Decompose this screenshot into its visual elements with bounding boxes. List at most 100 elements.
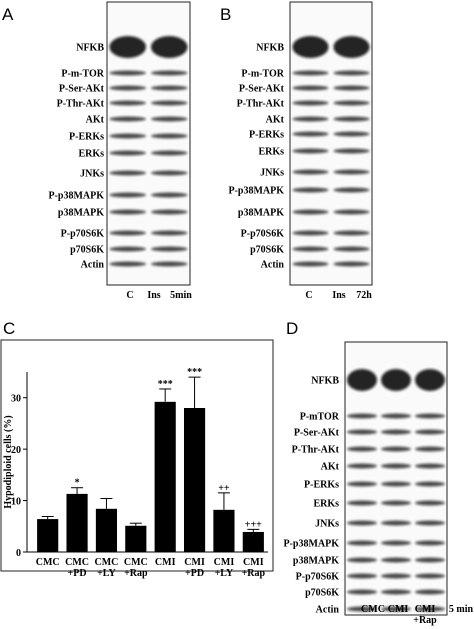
- blot-band: [347, 463, 377, 469]
- row-label: AKt: [266, 115, 285, 126]
- blot-band: [415, 557, 445, 563]
- row-label: Actin: [81, 260, 105, 271]
- x-tick-label: CMC +LY: [94, 557, 119, 579]
- blot-band: [333, 187, 370, 193]
- significance: ***: [158, 379, 173, 390]
- row-label: Actin: [316, 605, 340, 616]
- row-label: P-Ser-AKt: [294, 428, 340, 439]
- blot-band: [347, 540, 377, 546]
- blot-band: [292, 209, 329, 215]
- bar: [213, 509, 235, 552]
- blot-band: [150, 261, 188, 267]
- error-bar: [247, 528, 260, 532]
- blot-band: [292, 36, 329, 58]
- blot-band: [150, 70, 188, 76]
- row-label: P-ERKs: [249, 130, 284, 141]
- blot-band: [347, 573, 377, 579]
- lane-label: Ins: [147, 290, 161, 301]
- blot-band: [347, 429, 377, 435]
- significance: ++: [218, 483, 230, 494]
- row-label: P-p38MAPK: [48, 191, 104, 202]
- significance: +++: [245, 519, 262, 530]
- blot-band: [347, 589, 377, 595]
- row-label: p70S6K: [250, 245, 284, 256]
- x-tick-label: CMI +Rap: [241, 557, 266, 579]
- blot-band: [109, 70, 147, 76]
- blot-band: [292, 70, 329, 76]
- y-tick-label: 0: [16, 548, 21, 559]
- row-label: AKt: [86, 115, 105, 126]
- blot-band: [333, 230, 370, 236]
- row-label: P-m-TOR: [61, 69, 104, 80]
- x-tick-label: CMC: [35, 557, 60, 568]
- blot-band: [292, 85, 329, 91]
- row-label: NFKB: [256, 43, 284, 54]
- blot-band: [381, 463, 411, 469]
- row-label: ERKs: [258, 147, 284, 158]
- blot-band: [415, 500, 445, 506]
- blot-band: [292, 261, 329, 267]
- blot-band: [333, 148, 370, 154]
- blot-band: [381, 500, 411, 506]
- panel-letter: B: [220, 5, 231, 24]
- row-label: P-Ser-AKt: [59, 84, 105, 95]
- error-bar: [100, 498, 113, 509]
- blot-band: [109, 85, 147, 91]
- row-label: P-p70S6K: [61, 229, 105, 240]
- blot-band: [347, 446, 377, 452]
- blot-band: [109, 150, 147, 156]
- blot-band: [292, 230, 329, 236]
- blot-band: [381, 589, 411, 595]
- blot-band: [150, 133, 188, 139]
- blot-band: [415, 429, 445, 435]
- blot-band: [292, 100, 329, 106]
- row-label: P-mTOR: [300, 412, 340, 423]
- blot-band: [333, 70, 370, 76]
- row-label: P-p38MAPK: [283, 539, 339, 550]
- row-label: P-p38MAPK: [228, 186, 284, 197]
- y-axis-label: Hypodiploid cells (%): [3, 415, 14, 508]
- blot-band: [109, 100, 147, 106]
- row-label: ERKs: [78, 149, 104, 160]
- row-label: P-Thr-AKt: [292, 445, 340, 456]
- blot-band: [381, 520, 411, 526]
- blot-band: [109, 116, 147, 122]
- blot-band: [415, 446, 445, 452]
- row-label: JNKs: [260, 168, 284, 179]
- x-tick-label: CMI +LY: [213, 557, 235, 579]
- blot-band: [292, 148, 329, 154]
- x-tick-label: CMI: [154, 557, 176, 568]
- blot-band: [381, 540, 411, 546]
- bar: [183, 408, 206, 552]
- blot-band: [415, 463, 445, 469]
- bar: [37, 519, 59, 552]
- blot-band: [333, 36, 370, 58]
- row-label: P-Ser-AKt: [239, 84, 285, 95]
- blot-band: [333, 116, 370, 122]
- blot-band: [109, 230, 147, 236]
- blot-band: [415, 369, 445, 391]
- row-label: AKt: [321, 462, 340, 473]
- row-label: JNKs: [80, 169, 104, 180]
- row-label: P-ERKs: [69, 132, 104, 143]
- blot-band: [415, 589, 445, 595]
- blot-band: [415, 481, 445, 487]
- blot-band: [347, 606, 377, 612]
- row-label: P-p70S6K: [241, 229, 285, 240]
- error-bar: [41, 516, 54, 520]
- blot-band: [150, 230, 188, 236]
- blot-band: [109, 261, 147, 267]
- blot-band: [109, 192, 147, 198]
- blot-band: [150, 192, 188, 198]
- row-label: p38MAPK: [293, 556, 339, 567]
- blot-band: [333, 85, 370, 91]
- row-label: ERKs: [313, 499, 339, 510]
- error-bar: [71, 487, 84, 494]
- blot-band: [150, 170, 188, 176]
- x-tick-label: CMC +PD: [65, 557, 89, 579]
- row-label: Actin: [261, 260, 285, 271]
- blot-band: [109, 170, 147, 176]
- chart-frame: [0, 339, 274, 572]
